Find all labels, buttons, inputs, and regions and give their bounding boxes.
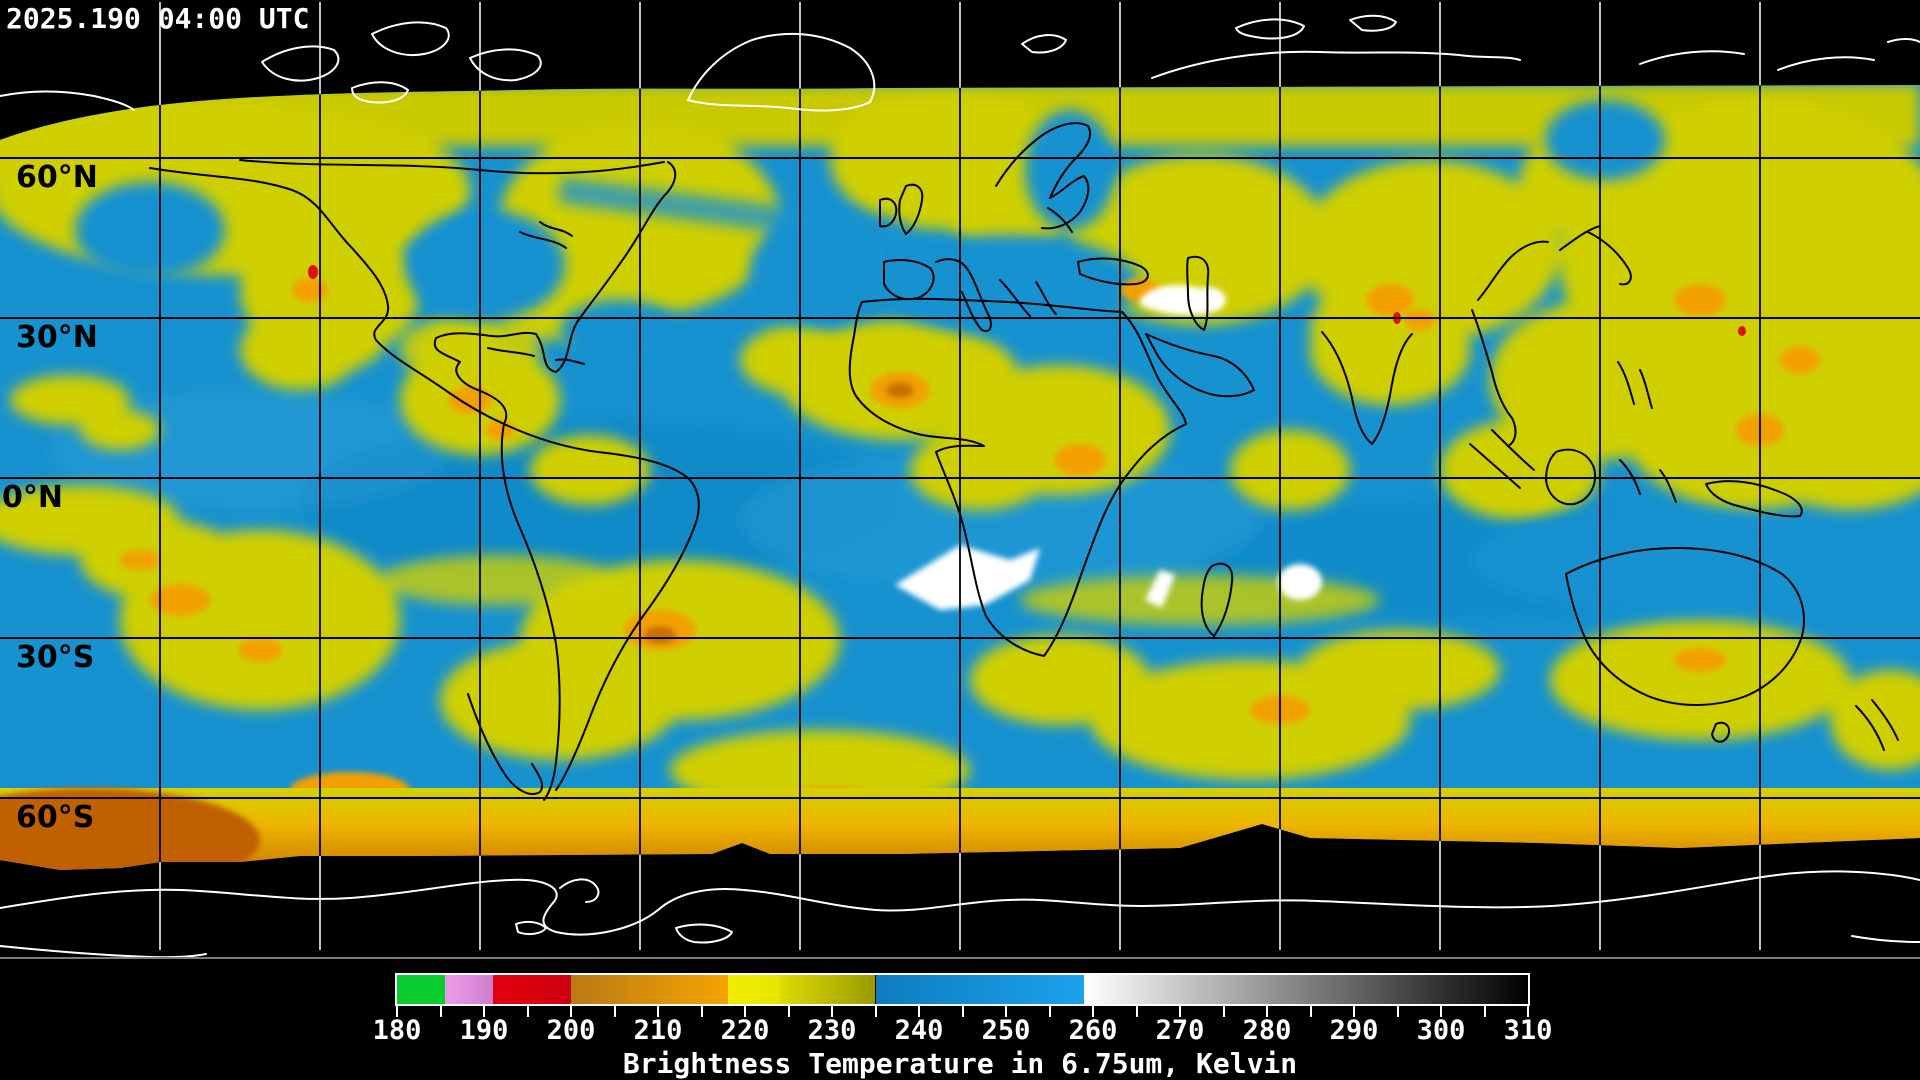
colorbar-tick (1222, 1006, 1225, 1017)
map-colorbar-divider (0, 957, 1920, 959)
moist-blue-gaps (75, 100, 1830, 610)
colorbar-tick (874, 1006, 877, 1017)
colorbar-tick-label: 260 (1068, 1015, 1118, 1046)
colorbar-tick-label: 290 (1329, 1015, 1379, 1046)
colorbar-tick (1353, 1006, 1355, 1017)
colorbar-tick (1179, 1006, 1181, 1017)
colorbar-tick (657, 1006, 659, 1017)
colorbar-tick-label: 210 (633, 1015, 683, 1046)
colorbar-tick (1483, 1006, 1486, 1017)
colorbar-tick (1396, 1006, 1399, 1017)
data-swath (0, 85, 1920, 870)
colorbar-tick (744, 1006, 746, 1017)
colorbar-segment (1084, 975, 1528, 1004)
colorbar-tick (1135, 1006, 1138, 1017)
colorbar-segment (444, 975, 493, 1004)
colorbar-tick (1048, 1006, 1051, 1017)
colorbar-tick (961, 1006, 964, 1017)
colorbar-tick (787, 1006, 790, 1017)
latitude-label: 0°N (2, 480, 63, 515)
colorbar-tick-label: 270 (1155, 1015, 1205, 1046)
colorbar-tick-label: 190 (459, 1015, 509, 1046)
graticule-latitude-black (0, 157, 1920, 799)
colorbar-tick-label: 250 (981, 1015, 1031, 1046)
colorbar-segment (875, 975, 1085, 1004)
latitude-label: 30°N (16, 320, 98, 355)
colorbar-tick (1527, 1006, 1529, 1017)
latitude-labels: 60°N 30°N 0°N 30°S 60°S (2, 160, 98, 835)
colorbar-tick-label: 200 (546, 1015, 596, 1046)
colorbar-segment (492, 975, 571, 1004)
colorbar-tick (700, 1006, 703, 1017)
colorbar-border (395, 973, 1530, 1006)
colorbar-segment (571, 975, 728, 1004)
colorbar-legend: Brightness Temperature in 6.75um, Kelvin… (0, 959, 1920, 1080)
colorbar-segment (727, 975, 780, 1004)
colorbar-tick (918, 1006, 920, 1017)
colorbar-tick-label: 300 (1416, 1015, 1466, 1046)
coldest-white-patches (895, 285, 1322, 610)
colorbar-tick-label: 240 (894, 1015, 944, 1046)
orange-cores (120, 278, 1820, 814)
colorbar-tick-label: 230 (807, 1015, 857, 1046)
colorbar-tick-label: 220 (720, 1015, 770, 1046)
colorbar-tick (1440, 1006, 1442, 1017)
colorbar-tick (831, 1006, 833, 1017)
colorbar-tick (1005, 1006, 1007, 1017)
colorbar-tick (439, 1006, 442, 1017)
latitude-label: 60°S (16, 800, 94, 835)
colorbar-tick (1266, 1006, 1268, 1017)
colorbar-tick (396, 1006, 398, 1017)
colorbar-tick (613, 1006, 616, 1017)
timestamp-label: 2025.190 04:00 UTC (6, 2, 309, 35)
global-brightness-temperature-map: 60°N 30°N 0°N 30°S 60°S 2025.190 04:00 UTC (0, 0, 1920, 960)
colorbar-tick (483, 1006, 485, 1017)
colorbar-tick-label: 180 (372, 1015, 422, 1046)
colorbar-tick-label: 280 (1242, 1015, 1292, 1046)
colorbar-tick (526, 1006, 529, 1017)
coastlines-white-polar (0, 14, 1920, 959)
colorbar-tick-label: 310 (1503, 1015, 1553, 1046)
colorbar-tick (1092, 1006, 1094, 1017)
colorbar-segment (779, 975, 876, 1004)
red-specks (308, 265, 1746, 336)
colorbar-tick (570, 1006, 572, 1017)
graticule-longitude-black (159, 85, 1761, 870)
colorbar-tick (1309, 1006, 1312, 1017)
coastlines-black (149, 122, 1899, 801)
colorbar-title: Brightness Temperature in 6.75um, Kelvin (622, 1047, 1298, 1080)
colorbar-segment (397, 975, 445, 1004)
latitude-label: 60°N (16, 160, 98, 195)
latitude-label: 30°S (16, 640, 94, 675)
